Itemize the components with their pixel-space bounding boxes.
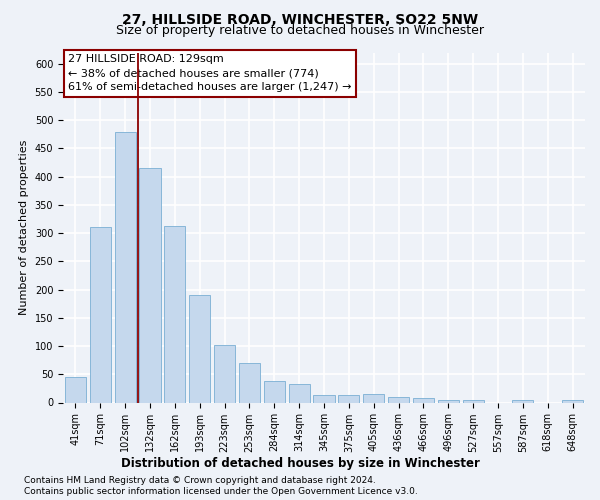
- Text: 27 HILLSIDE ROAD: 129sqm
← 38% of detached houses are smaller (774)
61% of semi-: 27 HILLSIDE ROAD: 129sqm ← 38% of detach…: [68, 54, 352, 92]
- Bar: [65, 376, 86, 402]
- Bar: [115, 132, 136, 402]
- Text: Size of property relative to detached houses in Winchester: Size of property relative to detached ho…: [116, 24, 484, 37]
- Y-axis label: Number of detached properties: Number of detached properties: [19, 140, 29, 315]
- Text: Contains public sector information licensed under the Open Government Licence v3: Contains public sector information licen…: [24, 488, 418, 496]
- Bar: [189, 295, 210, 403]
- Bar: [239, 363, 260, 403]
- Text: Contains HM Land Registry data © Crown copyright and database right 2024.: Contains HM Land Registry data © Crown c…: [24, 476, 376, 485]
- Bar: [438, 400, 459, 402]
- Bar: [413, 398, 434, 402]
- Text: Distribution of detached houses by size in Winchester: Distribution of detached houses by size …: [121, 458, 479, 470]
- Bar: [264, 381, 285, 402]
- Bar: [313, 394, 335, 402]
- Bar: [338, 395, 359, 402]
- Bar: [289, 384, 310, 402]
- Bar: [363, 394, 384, 402]
- Bar: [388, 397, 409, 402]
- Bar: [512, 400, 533, 402]
- Bar: [90, 227, 111, 402]
- Bar: [562, 400, 583, 402]
- Bar: [164, 226, 185, 402]
- Bar: [214, 345, 235, 403]
- Text: 27, HILLSIDE ROAD, WINCHESTER, SO22 5NW: 27, HILLSIDE ROAD, WINCHESTER, SO22 5NW: [122, 12, 478, 26]
- Bar: [463, 400, 484, 402]
- Bar: [139, 168, 161, 402]
